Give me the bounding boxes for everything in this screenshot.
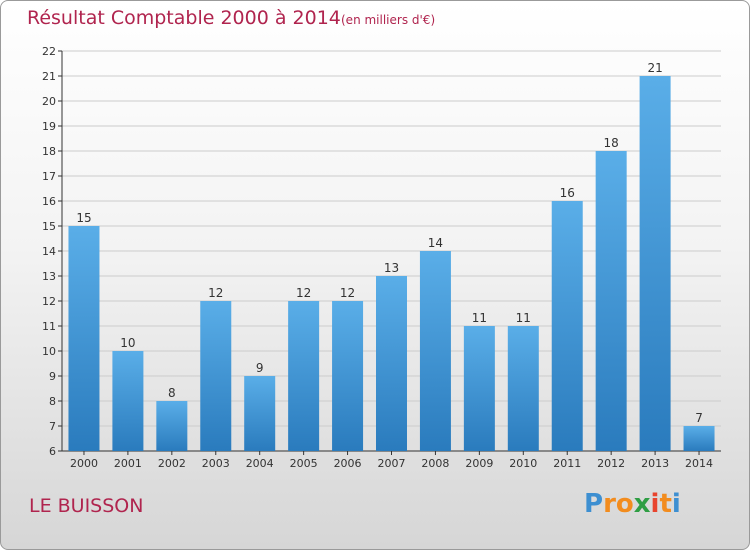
y-tick-label: 7 — [49, 420, 56, 433]
y-tick-label: 10 — [42, 345, 56, 358]
bar-2009 — [463, 326, 495, 451]
logo-letter: t — [659, 489, 672, 519]
bar-2007 — [376, 276, 407, 451]
y-tick-label: 21 — [42, 70, 56, 83]
y-tick-label: 12 — [42, 295, 56, 308]
y-tick-label: 17 — [42, 170, 56, 183]
labels: 6 7 8 9 10 11 12 13 14 15 16 17 18 19 20 21 22 15 2000 10 20… — [42, 45, 713, 470]
data-label-2014: 7 — [695, 411, 703, 425]
y-tick-label: 18 — [42, 145, 56, 158]
data-label-2007: 13 — [384, 261, 399, 275]
x-tick-label-2004: 2004 — [246, 457, 274, 470]
logo-letter: x — [633, 489, 651, 519]
x-tick-label-2005: 2005 — [290, 457, 318, 470]
chart-subtitle: (en milliers d'€) — [341, 13, 436, 27]
bar-2014 — [683, 426, 715, 451]
y-tick-label: 11 — [42, 320, 56, 333]
data-label-2000: 15 — [76, 211, 91, 225]
y-tick-label: 8 — [49, 395, 56, 408]
bar-2012 — [595, 151, 627, 451]
x-tick-label-2011: 2011 — [553, 457, 581, 470]
data-label-2008: 14 — [428, 236, 443, 250]
y-tick-label: 6 — [49, 445, 56, 458]
y-tick-label: 22 — [42, 45, 56, 58]
x-tick-label-2000: 2000 — [70, 457, 98, 470]
x-tick-label-2008: 2008 — [421, 457, 449, 470]
x-tick-label-2002: 2002 — [158, 457, 186, 470]
bar-2003 — [200, 301, 232, 451]
data-label-2004: 9 — [256, 361, 264, 375]
x-tick-label-2006: 2006 — [334, 457, 362, 470]
data-label-2013: 21 — [647, 61, 662, 75]
logo-letter: r — [603, 489, 616, 519]
proxiti-logo: Proxiti — [584, 489, 681, 519]
x-tick-label-2012: 2012 — [597, 457, 625, 470]
chart-title: Résultat Comptable 2000 à 2014 — [27, 7, 341, 29]
data-label-2011: 16 — [560, 186, 575, 200]
bar-2001 — [112, 351, 144, 451]
bar-2006 — [332, 301, 364, 451]
bars — [68, 76, 715, 451]
data-label-2010: 11 — [516, 311, 531, 325]
data-label-2005: 12 — [296, 286, 311, 300]
bar-2013 — [639, 76, 671, 451]
x-tick-label-2007: 2007 — [378, 457, 406, 470]
y-tick-label: 9 — [49, 370, 56, 383]
commune-name: LE BUISSON — [29, 495, 144, 517]
data-label-2001: 10 — [120, 336, 135, 350]
y-tick-label: 13 — [42, 270, 56, 283]
bar-2004 — [244, 376, 276, 451]
data-label-2012: 18 — [604, 136, 619, 150]
x-tick-label-2001: 2001 — [114, 457, 142, 470]
y-tick-label: 14 — [42, 245, 56, 258]
x-tick-label-2003: 2003 — [202, 457, 230, 470]
data-label-2009: 11 — [472, 311, 487, 325]
data-label-2002: 8 — [168, 386, 176, 400]
bar-2005 — [288, 301, 320, 451]
logo-letter: P — [584, 489, 604, 519]
x-tick-label-2009: 2009 — [465, 457, 493, 470]
bar-2010 — [507, 326, 539, 451]
data-label-2003: 12 — [208, 286, 223, 300]
x-tick-label-2014: 2014 — [685, 457, 713, 470]
logo-letter: i — [671, 489, 681, 519]
bar-2011 — [551, 201, 583, 451]
y-tick-label: 16 — [42, 195, 56, 208]
y-tick-label: 20 — [42, 95, 56, 108]
bar-2000 — [68, 226, 100, 451]
logo-letter: i — [650, 489, 660, 519]
y-tick-label: 19 — [42, 120, 56, 133]
y-tick-label: 15 — [42, 220, 56, 233]
bar-2008 — [419, 251, 451, 451]
logo-letter: o — [615, 489, 634, 519]
x-tick-label-2010: 2010 — [509, 457, 537, 470]
data-label-2006: 12 — [340, 286, 355, 300]
x-tick-label-2013: 2013 — [641, 457, 669, 470]
bar-2002 — [156, 401, 188, 451]
